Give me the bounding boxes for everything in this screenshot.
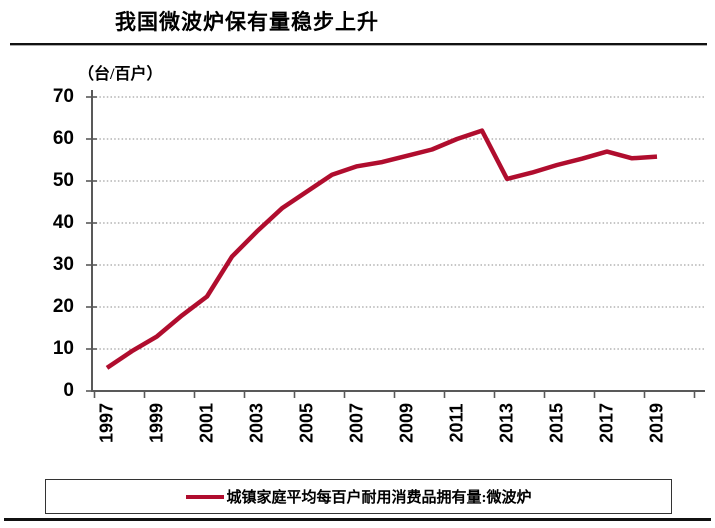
title-divider-line	[10, 43, 707, 46]
legend-series-label: 城镇家庭平均每百户耐用消费品拥有量:微波炉	[226, 490, 532, 506]
x-axis-tick-label: 2001	[196, 402, 217, 444]
x-axis-tick-label: 2011	[446, 403, 467, 443]
x-axis-tick-label: 2003	[246, 402, 267, 444]
x-axis-tick-label: 2007	[346, 402, 367, 444]
y-axis-tick-label: 40	[52, 212, 74, 233]
y-axis-tick-label: 20	[52, 296, 74, 317]
y-axis-tick-label: 70	[52, 86, 74, 107]
x-axis-tick-label: 1997	[96, 402, 117, 444]
x-axis-tick-label: 2005	[296, 402, 317, 444]
x-axis-tick-label: 2019	[646, 402, 667, 444]
x-axis-tick-label: 1999	[146, 402, 167, 444]
x-axis-tick-label: 2013	[496, 402, 517, 444]
y-axis-tick-label: 0	[63, 380, 74, 401]
legend-line-marker-icon	[185, 494, 224, 499]
y-axis-tick-label: 50	[52, 170, 74, 191]
bottom-border-line	[4, 518, 711, 521]
y-axis-unit-label: （台/百户）	[78, 66, 163, 83]
chart-title: 我国微波炉保有量稳步上升	[115, 10, 379, 34]
x-axis-tick-label: 2015	[546, 402, 567, 444]
x-axis-tick-label: 2009	[396, 402, 417, 444]
y-axis-tick-label: 60	[52, 128, 74, 149]
x-axis-tick-label: 2017	[596, 402, 617, 444]
y-axis-tick-label: 10	[52, 338, 74, 359]
legend: 城镇家庭平均每百户耐用消费品拥有量:微波炉	[45, 479, 672, 514]
line-chart-plot	[86, 90, 705, 398]
y-axis-tick-label: 30	[52, 254, 74, 275]
